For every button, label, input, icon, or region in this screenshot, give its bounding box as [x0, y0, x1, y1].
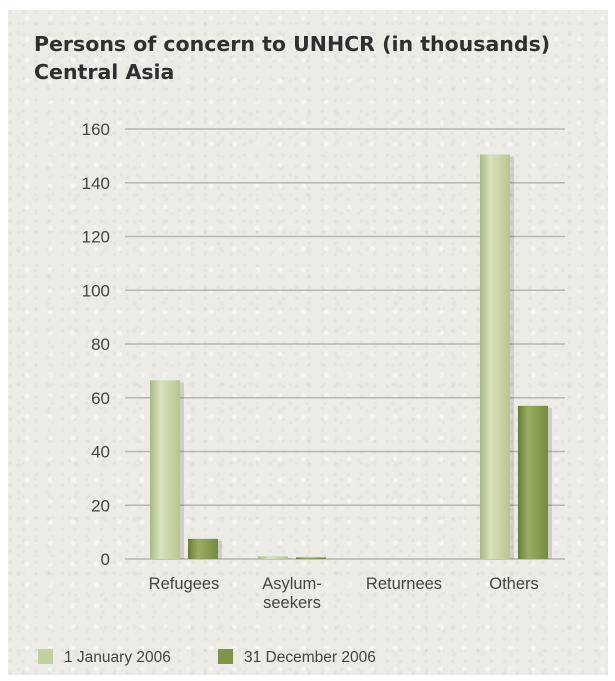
- bar-body: [150, 380, 180, 559]
- legend-swatch: [38, 649, 53, 664]
- legend-label: 1 January 2006: [64, 649, 171, 666]
- y-tick-label: 100: [82, 281, 110, 300]
- chart-title: Persons of concern to UNHCR (in thousand…: [34, 30, 550, 86]
- legend-label: 31 December 2006: [244, 649, 376, 666]
- category-label-line: Others: [489, 575, 539, 593]
- bar-body: [518, 405, 548, 559]
- chart-title-line-1: Persons of concern to UNHCR (in thousand…: [34, 32, 551, 56]
- y-tick-label: 20: [91, 496, 110, 515]
- bar-body: [296, 557, 326, 559]
- category-label: Asylum-seekers: [262, 575, 322, 612]
- legend: 1 January 2006 31 December 2006: [38, 649, 376, 666]
- y-tick-label: 0: [101, 550, 110, 569]
- category-label: Returnees: [366, 575, 442, 593]
- category-label: Refugees: [149, 575, 220, 593]
- category-label-line: Refugees: [149, 575, 220, 593]
- bar-jan-2006: [150, 380, 184, 559]
- legend-item: 31 December 2006: [218, 649, 376, 666]
- y-tick-label: 160: [82, 120, 110, 139]
- category-label: Others: [489, 575, 539, 593]
- category-label-line: Returnees: [366, 575, 442, 593]
- bar-body: [480, 154, 510, 559]
- bar-dec-2006: [518, 405, 552, 559]
- y-tick-label: 80: [91, 335, 110, 354]
- bar-body: [188, 538, 218, 559]
- y-tick-label: 40: [91, 443, 110, 462]
- y-axis-ticks: 0 20 40 60 80 100 120 140 160: [82, 120, 110, 569]
- bar-jan-2006: [258, 556, 292, 559]
- bar-dec-2006: [188, 538, 222, 559]
- category-label-line: seekers: [263, 594, 321, 612]
- bar-body: [258, 556, 288, 559]
- legend-item: 1 January 2006: [38, 649, 171, 666]
- y-tick-label: 140: [82, 174, 110, 193]
- legend-swatch: [218, 649, 233, 664]
- bar-jan-2006: [480, 154, 514, 559]
- y-tick-label: 60: [91, 389, 110, 408]
- category-label-line: Asylum-: [262, 575, 322, 593]
- bar-dec-2006: [296, 557, 326, 559]
- y-tick-label: 120: [82, 228, 110, 247]
- chart-title-line-2: Central Asia: [34, 60, 175, 84]
- bars: [150, 154, 552, 559]
- x-axis-categories: Refugees Asylum-seekers Returnees Others: [149, 575, 539, 612]
